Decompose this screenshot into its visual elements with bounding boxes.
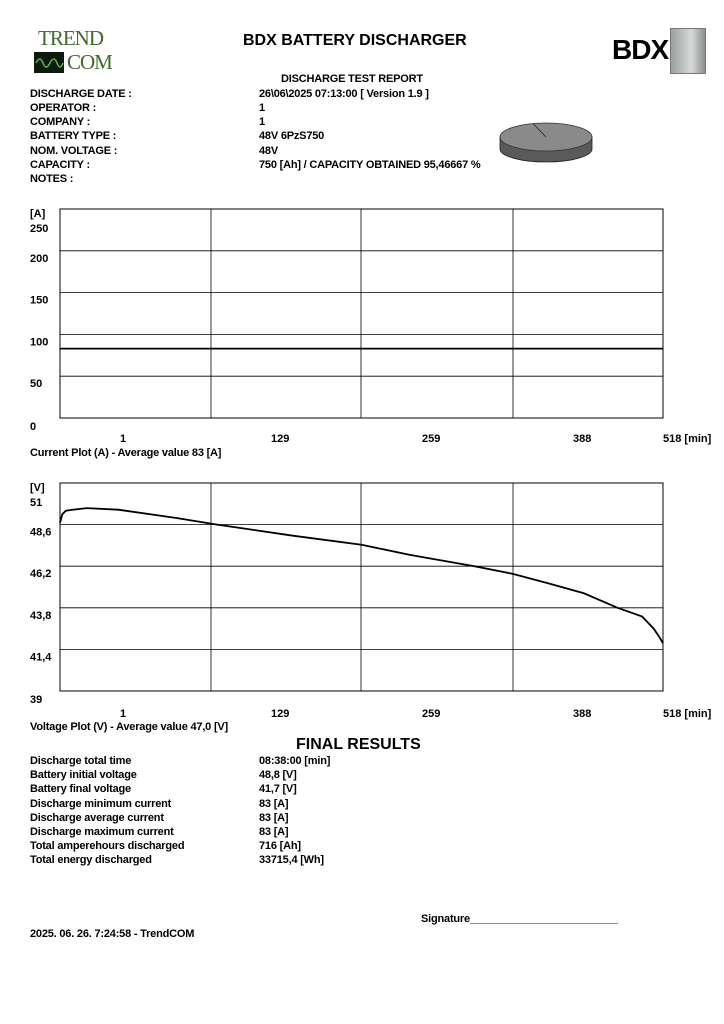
y-tick-label: 41,4	[30, 651, 52, 663]
result-row: Battery initial voltage 48,8 [V]	[30, 769, 430, 783]
info-value-company: 1	[259, 116, 265, 128]
result-value: 08:38:00 [min]	[259, 755, 331, 767]
y-tick-label: 50	[30, 378, 42, 390]
waveform-icon	[34, 52, 64, 73]
y-tick-label: 46,2	[30, 568, 51, 580]
result-label: Total energy discharged	[30, 854, 152, 867]
info-label-capacity: CAPACITY :	[30, 159, 90, 171]
result-value: 83 [A]	[259, 825, 289, 838]
result-row: Discharge minimum current 83 [A]	[30, 798, 430, 812]
result-value: 33715,4 [Wh]	[259, 854, 324, 867]
result-value: 83 [A]	[259, 811, 289, 824]
y-tick-label: 51	[30, 497, 42, 509]
signature-field[interactable]: Signature_________________________	[421, 913, 618, 925]
result-label: Battery final voltage	[30, 783, 131, 796]
y-tick-label: 200	[30, 253, 48, 265]
x-tick-label: 388	[573, 708, 591, 720]
result-row: Total amperehours discharged 716 [Ah]	[30, 840, 430, 854]
y-tick-label: 250	[30, 223, 48, 235]
x-tick-label: 259	[422, 433, 440, 445]
info-value-nom-voltage: 48V	[259, 145, 278, 157]
info-label-battery-type: BATTERY TYPE :	[30, 130, 117, 142]
result-label: Discharge maximum current	[30, 825, 174, 838]
result-label: Discharge minimum current	[30, 797, 172, 810]
info-value-operator: 1	[259, 102, 265, 114]
info-label-nom-voltage: NOM. VOLTAGE :	[30, 145, 118, 157]
info-label-operator: OPERATOR :	[30, 102, 97, 114]
device-image	[670, 28, 706, 74]
result-value: 716 [Ah]	[259, 840, 301, 853]
info-label-notes: NOTES :	[30, 173, 74, 185]
y-tick-label: 48,6	[30, 527, 51, 539]
y-tick-label: 100	[30, 336, 48, 348]
result-label: Battery initial voltage	[30, 769, 137, 782]
logo-bdx-text: BDX	[612, 34, 669, 65]
x-tick-label: 518 [min]	[663, 433, 712, 445]
result-row: Discharge average current 83 [A]	[30, 812, 430, 826]
info-label-discharge-date: DISCHARGE DATE :	[30, 88, 132, 100]
logo-com-text: COM	[67, 50, 113, 74]
result-row: Total energy discharged 33715,4 [Wh]	[30, 854, 430, 868]
result-label: Discharge total time	[30, 755, 132, 767]
x-tick-label: 129	[271, 433, 289, 445]
result-value: 48,8 [V]	[259, 769, 297, 782]
result-row: Discharge total time 08:38:00 [min]	[30, 755, 430, 769]
x-tick-label: 1	[120, 708, 126, 720]
y-axis-unit: [A]	[30, 208, 46, 220]
x-tick-label: 259	[422, 708, 440, 720]
report-subtitle: DISCHARGE TEST REPORT	[281, 73, 423, 85]
result-row: Discharge maximum current 83 [A]	[30, 826, 430, 840]
y-tick-label: 39	[30, 694, 42, 706]
info-value-discharge-date: 26\06\2025 07:13:00 [ Version 1.9 ]	[259, 88, 429, 100]
y-tick-label: 43,8	[30, 610, 51, 622]
voltage-plot-caption: Voltage Plot (V) - Average value 47,0 [V…	[30, 721, 229, 733]
voltage-line	[59, 507, 664, 644]
final-results-table: Discharge total time 08:38:00 [min] Batter…	[30, 755, 430, 869]
logo-trend-text: TREND	[38, 26, 104, 50]
trendcom-logo: TREND COM	[34, 27, 126, 75]
current-plot-caption: Current Plot (A) - Average value 83 [A]	[30, 447, 222, 459]
x-tick-label: 129	[271, 708, 289, 720]
voltage-plot: [V] 39 41,4 43,8 46,2 48,6 51 1 129 259 388 518 [mi…	[30, 482, 712, 720]
result-label: Total amperehours discharged	[30, 840, 185, 853]
result-row: Battery final voltage 41,7 [V]	[30, 783, 430, 797]
y-tick-label: 0	[30, 421, 36, 433]
capacity-pie-chart	[499, 122, 593, 163]
y-tick-label: 150	[30, 295, 48, 307]
pie-slice-divider	[532, 123, 547, 138]
x-tick-label: 1	[120, 433, 126, 445]
plot-frame	[59, 208, 664, 419]
info-value-battery-type: 48V 6PzS750	[259, 130, 325, 142]
info-label-company: COMPANY :	[30, 116, 91, 128]
report-title: BDX BATTERY DISCHARGER	[243, 32, 467, 49]
bdx-logo: BDX	[612, 28, 707, 76]
footer-timestamp: 2025. 06. 26. 7:24:58 - TrendCOM	[30, 928, 195, 940]
final-results-heading: FINAL RESULTS	[296, 736, 421, 753]
x-tick-label: 518 [min]	[663, 708, 712, 720]
result-value: 83 [A]	[259, 797, 289, 810]
y-axis-unit: [V]	[30, 482, 45, 494]
result-label: Discharge average current	[30, 811, 164, 824]
result-value: 41,7 [V]	[259, 783, 297, 796]
current-plot: [A] 0 50 100 150 200 250 1 129 259 388 518 [min]	[30, 208, 712, 445]
info-value-capacity: 750 [Ah] / CAPACITY OBTAINED 95,46667 %	[259, 159, 481, 171]
x-tick-label: 388	[573, 433, 591, 445]
